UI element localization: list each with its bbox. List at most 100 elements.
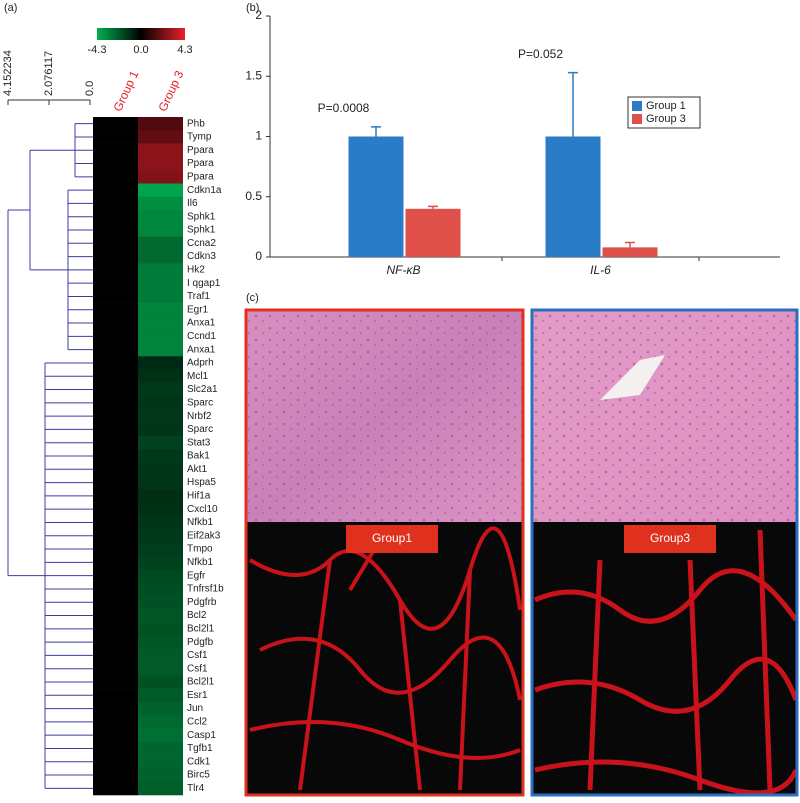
row-label: Slc2a1: [187, 384, 218, 395]
heatmap-cell: [93, 701, 138, 716]
fluorescence-image: [533, 522, 796, 794]
heatmap-cell: [138, 622, 183, 636]
heatmap-cell: [93, 555, 138, 570]
heatmap-cell: [93, 462, 138, 477]
row-label: Eif2ak3: [187, 530, 221, 541]
heatmap-cell: [93, 595, 138, 610]
row-label: Ppara: [187, 171, 214, 182]
heatmap-cell: [138, 303, 183, 317]
heatmap-cell: [138, 608, 183, 623]
row-label: Bcl2l1: [187, 677, 215, 688]
heatmap-cell: [93, 755, 138, 769]
heatmap-cell: [138, 196, 183, 211]
heatmap-cell: [138, 675, 183, 689]
image-frame: [530, 308, 799, 797]
y-tick-label: 1.5: [245, 68, 262, 82]
heatmap-cell: [93, 409, 138, 424]
heatmap-cell: [138, 210, 183, 224]
colorbar-tick-label: 0.0: [133, 44, 148, 56]
row-label: Cxcl10: [187, 504, 218, 515]
row-label: Nfkb1: [187, 517, 214, 528]
heatmap-cell: [93, 249, 138, 264]
row-label: Esr1: [187, 690, 208, 701]
colorbar-tick-label: 4.3: [177, 44, 192, 56]
heatmap-cell: [138, 396, 183, 410]
fluorescence-image: [247, 522, 522, 794]
legend-label: Group 1: [646, 100, 686, 112]
heatmap-cell: [93, 183, 138, 198]
legend-swatch: [632, 114, 642, 124]
heatmap-cell: [138, 343, 183, 357]
row-label: Sparc: [187, 424, 213, 435]
row-label: Hspa5: [187, 477, 216, 488]
heatmap-cell: [138, 369, 183, 384]
heatmap-cell: [93, 156, 138, 171]
heatmap-cell: [93, 396, 138, 410]
label-banner: [624, 525, 716, 553]
x-tick-label: IL-6: [590, 263, 611, 277]
heatmap-cell: [138, 117, 183, 131]
fluorescence-texture: [248, 526, 522, 791]
heatmap-cell: [93, 741, 138, 756]
heatmap-cell: [138, 143, 183, 158]
histology-texture: [247, 310, 522, 522]
heatmap-cell: [93, 688, 138, 703]
row-label: Stat3: [187, 437, 211, 448]
heatmap-cell: [93, 223, 138, 237]
image-panel: Group1 Group3: [244, 308, 799, 797]
heatmap-cell: [138, 236, 183, 251]
error-bar: [428, 205, 438, 209]
heatmap-cell: [93, 289, 138, 304]
heatmap-cell: [138, 741, 183, 756]
heatmap-cell: [93, 382, 138, 397]
heatmap-cell: [93, 489, 138, 503]
row-label: Egfr: [187, 570, 206, 581]
heatmap-cell: [93, 529, 138, 543]
row-label: Bcl2l1: [187, 623, 215, 634]
bar: [545, 136, 601, 257]
colorbar-tick-label: -4.3: [88, 44, 107, 56]
row-label: Bak1: [187, 451, 210, 462]
heatmap-cell: [93, 369, 138, 384]
heatmap-cell: [93, 569, 138, 583]
error-bar: [568, 71, 578, 137]
heatmap-cell: [93, 143, 138, 158]
row-label: Phb: [187, 118, 205, 129]
heatmap-cell: [93, 542, 138, 557]
row-label: Cdkn1a: [187, 185, 222, 196]
heatmap-cell: [93, 170, 138, 184]
heatmap-cell: [93, 635, 138, 650]
row-label: Adprh: [187, 358, 214, 369]
image-label: Group3: [650, 531, 690, 545]
row-label: Ppara: [187, 158, 214, 169]
y-tick-label: 0.5: [245, 189, 262, 203]
error-bar: [371, 126, 381, 137]
heatmap-cell: [93, 422, 138, 437]
heatmap-cell: [93, 196, 138, 211]
annotation: P=0.0008: [318, 101, 370, 115]
row-label: Nfkb1: [187, 557, 214, 568]
y-tick-label: 2: [255, 8, 262, 22]
row-label: Il6: [187, 198, 198, 209]
heatmap-cell: [93, 316, 138, 331]
histology-texture: [533, 310, 796, 522]
heatmap-cell: [138, 422, 183, 437]
heatmap-cell: [138, 409, 183, 424]
row-label: Cdk1: [187, 756, 211, 767]
y-tick-label: 1: [255, 129, 262, 143]
heatmap-cell: [93, 648, 138, 663]
heatmap-cell: [138, 728, 183, 743]
heatmap-cell: [138, 462, 183, 477]
row-label: Mcl1: [187, 371, 209, 382]
heatmap-cell: [138, 489, 183, 503]
heatmap-cell: [138, 701, 183, 716]
heatmap-cell: [93, 263, 138, 277]
row-label: Ccna2: [187, 238, 216, 249]
image-frame: [244, 308, 525, 797]
panel-label: (c): [246, 292, 259, 304]
heatmap-cell: [138, 635, 183, 650]
row-label: Tymp: [187, 132, 212, 143]
row-label: Birc5: [187, 770, 210, 781]
